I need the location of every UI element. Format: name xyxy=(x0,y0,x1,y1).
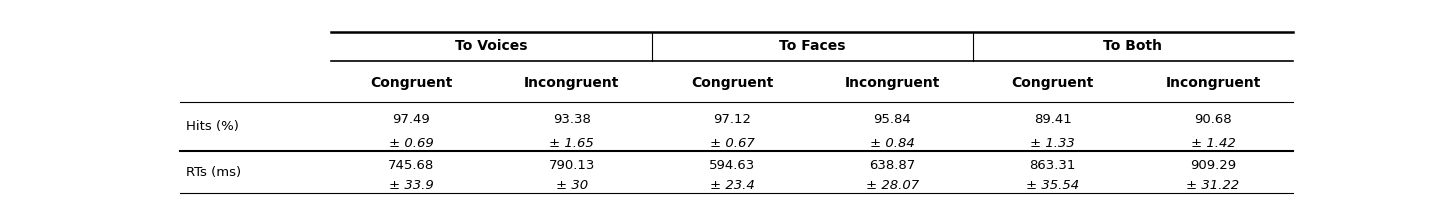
Text: 97.49: 97.49 xyxy=(392,113,430,126)
Text: ± 0.69: ± 0.69 xyxy=(390,137,434,151)
Text: 745.68: 745.68 xyxy=(388,159,434,172)
Text: 93.38: 93.38 xyxy=(553,113,590,126)
Text: 638.87: 638.87 xyxy=(869,159,915,172)
Text: ± 31.22: ± 31.22 xyxy=(1186,179,1240,192)
Text: 95.84: 95.84 xyxy=(873,113,911,126)
Text: ± 35.54: ± 35.54 xyxy=(1026,179,1079,192)
Text: Congruent: Congruent xyxy=(1012,76,1094,90)
Text: 909.29: 909.29 xyxy=(1190,159,1237,172)
Text: ± 0.84: ± 0.84 xyxy=(870,137,915,151)
Text: 90.68: 90.68 xyxy=(1195,113,1232,126)
Text: 790.13: 790.13 xyxy=(548,159,595,172)
Text: ± 1.33: ± 1.33 xyxy=(1030,137,1075,151)
Text: Incongruent: Incongruent xyxy=(524,76,619,90)
Text: Incongruent: Incongruent xyxy=(844,76,939,90)
Text: ± 28.07: ± 28.07 xyxy=(866,179,919,192)
Text: ± 30: ± 30 xyxy=(556,179,587,192)
Text: To Faces: To Faces xyxy=(779,39,846,53)
Text: To Both: To Both xyxy=(1104,39,1162,53)
Text: Incongruent: Incongruent xyxy=(1166,76,1261,90)
Text: 863.31: 863.31 xyxy=(1029,159,1076,172)
Text: 594.63: 594.63 xyxy=(709,159,755,172)
Text: 97.12: 97.12 xyxy=(713,113,752,126)
Text: ± 1.42: ± 1.42 xyxy=(1190,137,1235,151)
Text: RTs (ms): RTs (ms) xyxy=(186,166,241,179)
Text: Congruent: Congruent xyxy=(691,76,773,90)
Text: Congruent: Congruent xyxy=(371,76,453,90)
Text: ± 0.67: ± 0.67 xyxy=(710,137,755,151)
Text: ± 1.65: ± 1.65 xyxy=(550,137,595,151)
Text: ± 23.4: ± 23.4 xyxy=(710,179,755,192)
Text: ± 33.9: ± 33.9 xyxy=(390,179,434,192)
Text: To Voices: To Voices xyxy=(456,39,528,53)
Text: 89.41: 89.41 xyxy=(1033,113,1072,126)
Text: Hits (%): Hits (%) xyxy=(186,120,240,133)
